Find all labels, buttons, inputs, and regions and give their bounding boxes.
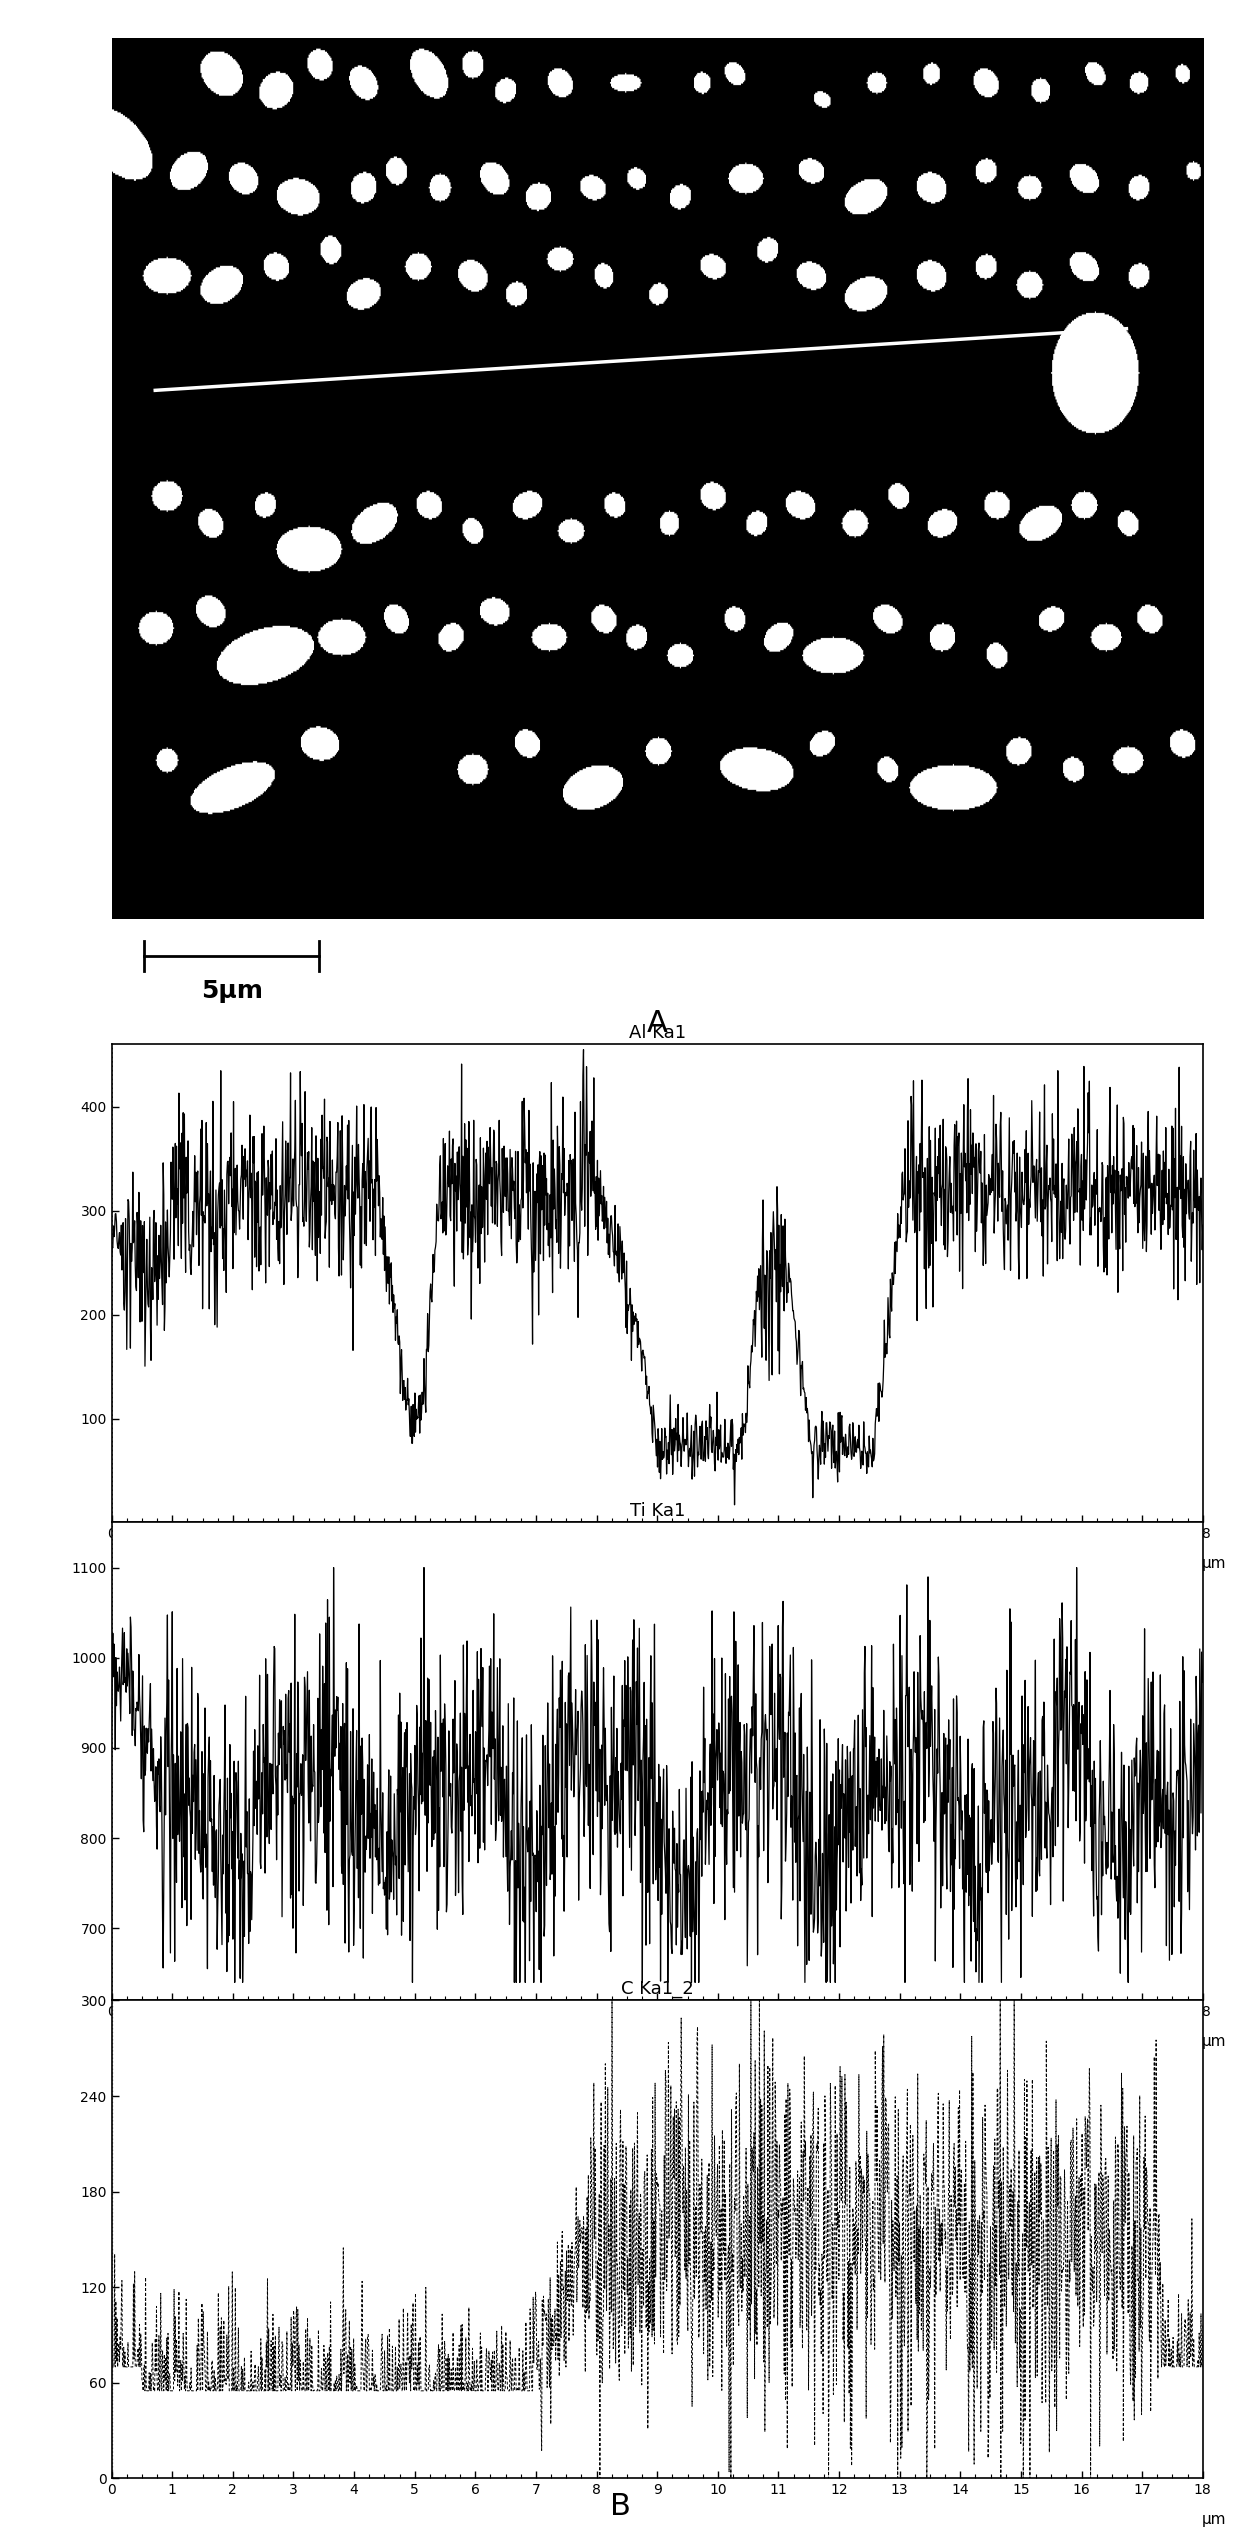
Title: Al Ka1: Al Ka1	[629, 1024, 686, 1042]
Title: Ti Ka1: Ti Ka1	[630, 1502, 684, 1520]
Text: 5μm: 5μm	[201, 979, 263, 1004]
X-axis label: μm: μm	[1202, 2034, 1226, 2049]
Text: A: A	[647, 1009, 667, 1037]
Title: C Ka1_2: C Ka1_2	[621, 1980, 693, 1998]
Text: ▪▪▪▪
▪▪▪▪: ▪▪▪▪ ▪▪▪▪	[1071, 328, 1086, 338]
X-axis label: μm: μm	[1202, 1556, 1226, 1571]
Text: B: B	[610, 2491, 630, 2522]
X-axis label: μm: μm	[1202, 2511, 1226, 2527]
